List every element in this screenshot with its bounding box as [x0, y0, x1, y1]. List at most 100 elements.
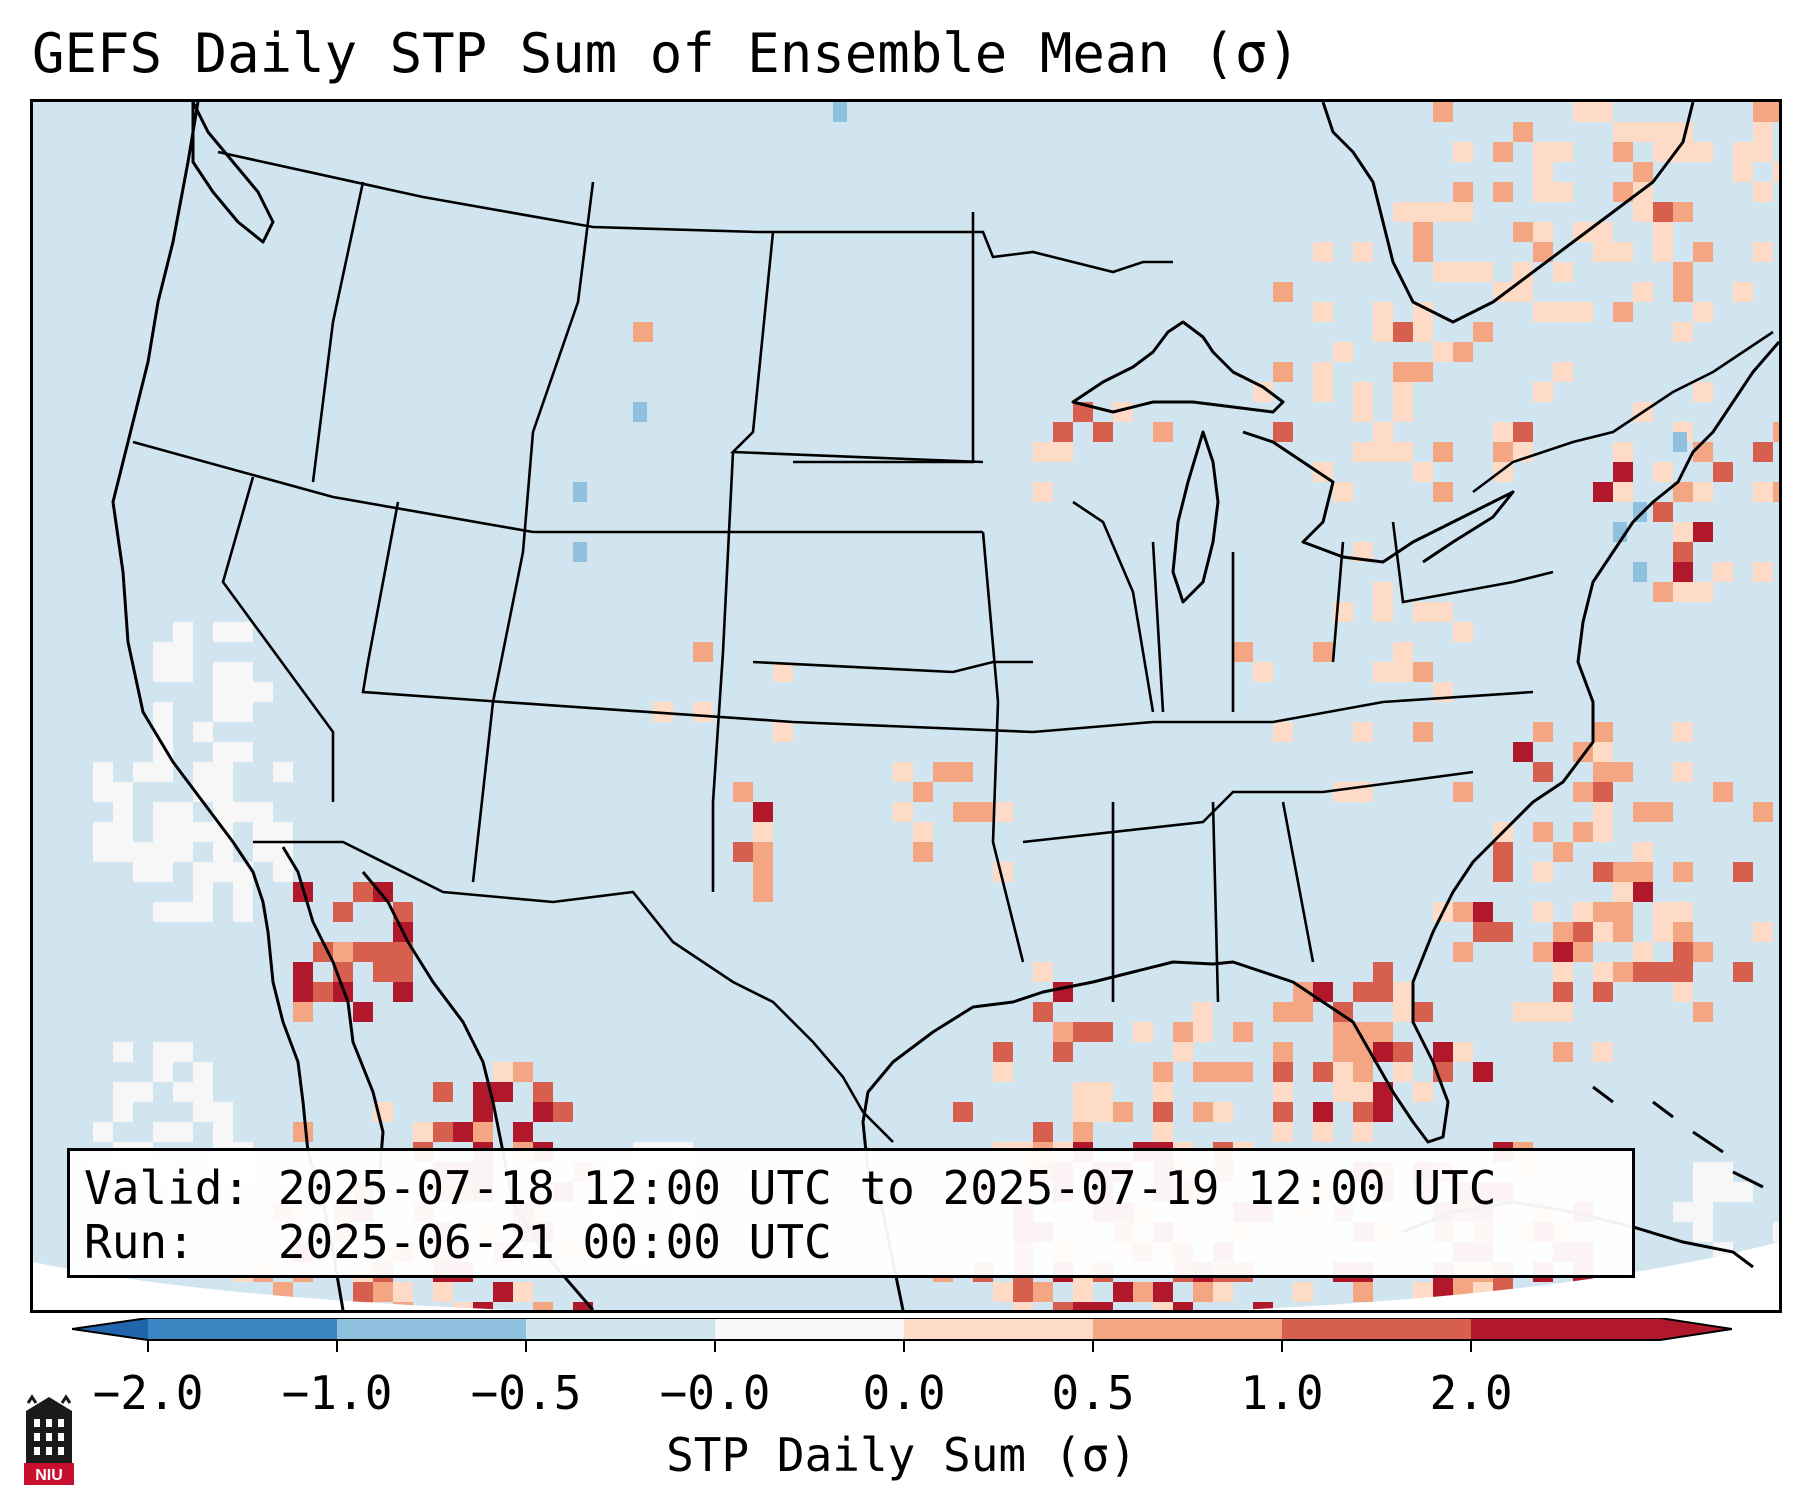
- stp-cell: [1313, 362, 1333, 382]
- neutral-cell: [233, 682, 253, 702]
- stp-cell: [1533, 722, 1553, 742]
- stp-cell: [1533, 822, 1553, 842]
- stp-cell: [1673, 922, 1693, 942]
- stp-cell: [1353, 1102, 1373, 1122]
- stp-cell: [993, 1042, 1013, 1062]
- stp-cell: [1393, 402, 1413, 422]
- stp-cell: [1413, 202, 1433, 222]
- neutral-cell: [173, 1082, 193, 1102]
- stp-cell: [1013, 1282, 1033, 1302]
- stp-cell: [1413, 1082, 1433, 1102]
- stp-cell: [1173, 1022, 1193, 1042]
- stp-cell: [1513, 222, 1533, 242]
- stp-cell: [1533, 222, 1553, 242]
- neutral-cell: [113, 1042, 133, 1062]
- neutral-cell: [93, 782, 113, 802]
- stp-cell: [1693, 1002, 1713, 1022]
- neutral-cell: [233, 902, 253, 922]
- stp-cell: [1693, 142, 1713, 162]
- stp-cell: [1273, 1062, 1293, 1082]
- neutral-cell: [273, 822, 293, 842]
- stp-cell: [1653, 222, 1673, 242]
- stp-cell: [1373, 1042, 1393, 1062]
- neutral-cell: [193, 762, 213, 782]
- stp-cell: [1753, 802, 1773, 822]
- stp-cell: [513, 1122, 533, 1142]
- neutral-cell: [193, 1062, 213, 1082]
- stp-cell: [393, 962, 413, 982]
- stp-cell: [1293, 1282, 1313, 1302]
- stp-cell: [1453, 202, 1473, 222]
- stp-cell: [1453, 1042, 1473, 1062]
- stp-cell: [1533, 162, 1553, 182]
- stp-cell: [1453, 342, 1473, 362]
- stp-cell: [1433, 1042, 1453, 1062]
- stp-cell: [1373, 442, 1393, 462]
- stp-cell: [1673, 962, 1693, 982]
- stp-cell: [1453, 902, 1473, 922]
- stp-cell: [1613, 182, 1633, 202]
- stp-cell: [1753, 142, 1773, 162]
- stp-cell: [1353, 722, 1373, 742]
- stp-cell: [1093, 1022, 1113, 1042]
- stp-cell: [1733, 142, 1753, 162]
- us-mexico-border: [253, 840, 894, 1143]
- stp-cell: [1273, 1042, 1293, 1062]
- stp-cell: [1413, 662, 1433, 682]
- stp-cell: [1593, 242, 1613, 262]
- stp-cell: [1633, 882, 1653, 902]
- stp-cell: [1533, 902, 1553, 922]
- stp-cell: [1653, 962, 1673, 982]
- stp-cell: [1273, 1102, 1293, 1122]
- neutral-cell: [1713, 1162, 1733, 1182]
- colorbar-tick-label: 0.5: [1051, 1366, 1135, 1420]
- stp-cell: [1293, 1002, 1313, 1022]
- stp-cell: [1613, 922, 1633, 942]
- neutral-cell: [233, 662, 253, 682]
- stp-cell: [1553, 302, 1573, 322]
- stp-cell: [1473, 1062, 1493, 1082]
- stp-cell: [1513, 282, 1533, 302]
- stp-cell: [1433, 262, 1453, 282]
- stp-cell: [1513, 422, 1533, 442]
- neutral-cell: [213, 622, 233, 642]
- stp-cell: [1393, 362, 1413, 382]
- stp-cell: [1753, 922, 1773, 942]
- stp-cell: [1733, 862, 1753, 882]
- stp-cell: [1093, 1302, 1113, 1310]
- stp-cell: [1353, 1062, 1373, 1082]
- neutral-cell: [153, 742, 173, 762]
- neutral-cell: [1673, 1202, 1693, 1222]
- stp-cell: [1473, 262, 1493, 282]
- valid-line: Valid: 2025-07-18 12:00 UTC to 2025-07-1…: [84, 1161, 1497, 1215]
- stp-cell: [953, 762, 973, 782]
- stp-cell: [1353, 1282, 1373, 1302]
- stp-cell: [1633, 202, 1653, 222]
- stp-cell: [1353, 1122, 1373, 1142]
- neutral-cell: [213, 682, 233, 702]
- neutral-cell: [173, 1122, 193, 1142]
- neutral-cell: [213, 1102, 233, 1122]
- stp-cell: [1173, 1042, 1193, 1062]
- stp-cell: [1373, 1022, 1393, 1042]
- niu-logo: NIU: [24, 1394, 74, 1485]
- neutral-cell: [113, 1082, 133, 1102]
- stp-cell: [1353, 1082, 1373, 1102]
- stp-cell: [1553, 182, 1573, 202]
- stp-cell: [1593, 742, 1613, 762]
- stp-cell: [1693, 302, 1713, 322]
- stp-cell: [1333, 482, 1353, 502]
- stp-cell: [393, 942, 413, 962]
- stp-cell: [1413, 722, 1433, 742]
- stp-cell: [1493, 842, 1513, 862]
- neutral-cell: [1733, 1182, 1753, 1202]
- stp-cell: [1493, 182, 1513, 202]
- stp-cell: [1653, 202, 1673, 222]
- colorbar-extend-low: [72, 1318, 148, 1340]
- stp-cell: [1693, 382, 1713, 402]
- negative-cell: [833, 102, 847, 122]
- stp-cell: [1353, 542, 1373, 562]
- colorbar-label: STP Daily Sum (σ): [666, 1428, 1137, 1482]
- neutral-cell: [1693, 1182, 1713, 1202]
- stp-cell: [1593, 802, 1613, 822]
